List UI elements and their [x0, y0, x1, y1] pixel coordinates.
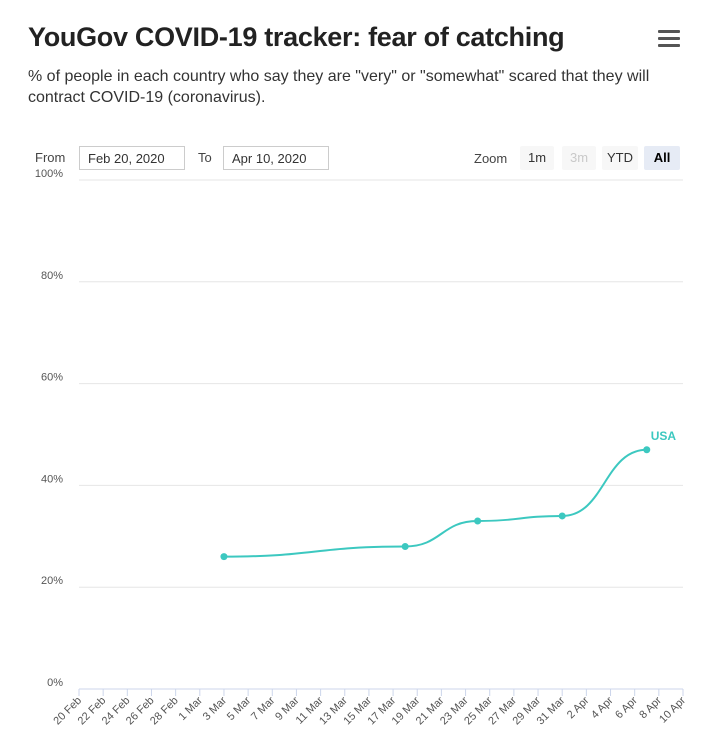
- x-tick-label: 31 Mar: [535, 694, 568, 727]
- to-label: To: [198, 150, 212, 165]
- data-point: [220, 553, 228, 561]
- to-date-input[interactable]: Apr 10, 2020: [223, 146, 329, 170]
- data-point: [474, 517, 482, 525]
- y-tick-label: 60%: [41, 372, 63, 384]
- zoom-3m-button[interactable]: 3m: [562, 146, 596, 170]
- from-date-input[interactable]: Feb 20, 2020: [79, 146, 185, 170]
- chart-title: YouGov COVID-19 tracker: fear of catchin…: [28, 22, 565, 52]
- x-tick-label: 7 Mar: [249, 694, 278, 723]
- series-line-usa: [223, 448, 647, 558]
- x-tick-label: 10 Apr: [657, 694, 688, 725]
- y-tick-label: 80%: [41, 270, 63, 282]
- y-tick-label: 20%: [41, 575, 63, 587]
- chart-subtitle: % of people in each country who say they…: [28, 68, 650, 106]
- from-label: From: [35, 150, 66, 165]
- x-tick-label: 5 Mar: [225, 694, 254, 723]
- zoom-1m-button[interactable]: 1m: [520, 146, 554, 170]
- x-tick-label: 1 Mar: [177, 694, 206, 723]
- x-tick-label: 2 Apr: [565, 694, 592, 721]
- x-tick-label: 3 Mar: [201, 694, 230, 723]
- data-point: [558, 512, 566, 520]
- zoom-label: Zoom: [474, 151, 508, 166]
- x-tick-label: 6 Apr: [613, 694, 640, 721]
- zoom-ytd-button[interactable]: YTD: [602, 146, 638, 170]
- series-label-usa: USA: [651, 429, 677, 443]
- data-point: [401, 542, 409, 550]
- x-tick-label: 4 Apr: [589, 694, 616, 721]
- data-point: [643, 446, 651, 454]
- hamburger-menu-icon[interactable]: [658, 30, 680, 48]
- y-tick-label: 40%: [41, 473, 63, 485]
- y-tick-label: 100%: [35, 168, 63, 180]
- y-tick-label: 0%: [47, 677, 63, 689]
- zoom-all-button[interactable]: All: [644, 146, 680, 170]
